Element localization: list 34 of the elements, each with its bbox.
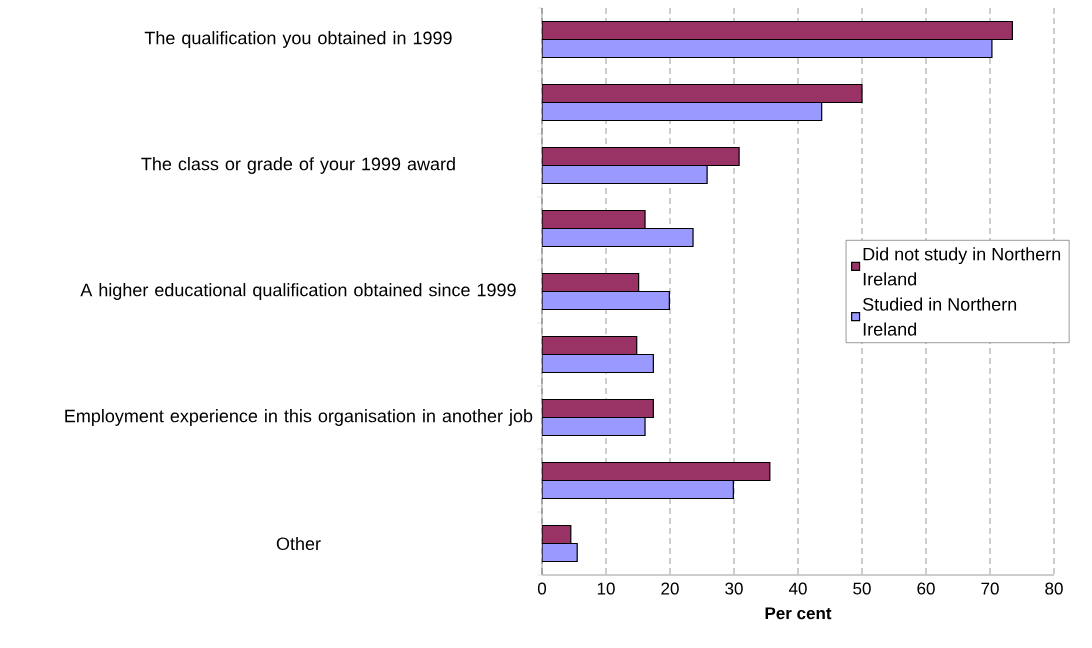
bar — [542, 290, 670, 311]
y-tick-label: The qualification you obtained in 1999 — [144, 31, 452, 48]
x-tick-label: 20 — [661, 582, 679, 595]
y-tick-label: The class or grade of your 1999 award — [141, 157, 455, 174]
bar — [542, 272, 640, 293]
bar — [542, 146, 740, 167]
bar — [542, 38, 993, 59]
bar — [542, 101, 823, 122]
x-tick-label: 60 — [917, 582, 935, 595]
bar — [542, 479, 734, 500]
bar — [542, 164, 708, 185]
bar — [542, 461, 771, 482]
x-tick-label: 50 — [853, 582, 871, 595]
bar — [542, 209, 646, 230]
x-tick-label: 80 — [1045, 582, 1063, 595]
x-tick-label: 70 — [981, 582, 999, 595]
x-tick-label: 40 — [788, 582, 807, 595]
x-tick-label: 10 — [597, 582, 615, 595]
x-tick-label: 30 — [725, 582, 743, 595]
bar — [542, 416, 646, 437]
bar — [542, 83, 863, 104]
x-tick-label: 0 — [537, 582, 547, 595]
bar — [542, 335, 638, 356]
y-tick-label: Employment experience in this organisation in another job — [65, 409, 533, 426]
y-tick-label: Other — [276, 536, 321, 551]
legend-label: Did not study in Northern Ireland — [863, 247, 1061, 286]
y-tick-label: A higher educational qualification obtained since 1999 — [80, 283, 516, 300]
bar — [542, 227, 694, 248]
bar — [542, 20, 1013, 41]
bar — [542, 542, 578, 563]
bar — [542, 398, 654, 419]
legend-label: Studied in Northern Ireland — [862, 297, 1017, 336]
x-axis-title: Per cent — [765, 607, 832, 620]
bar — [542, 353, 654, 374]
